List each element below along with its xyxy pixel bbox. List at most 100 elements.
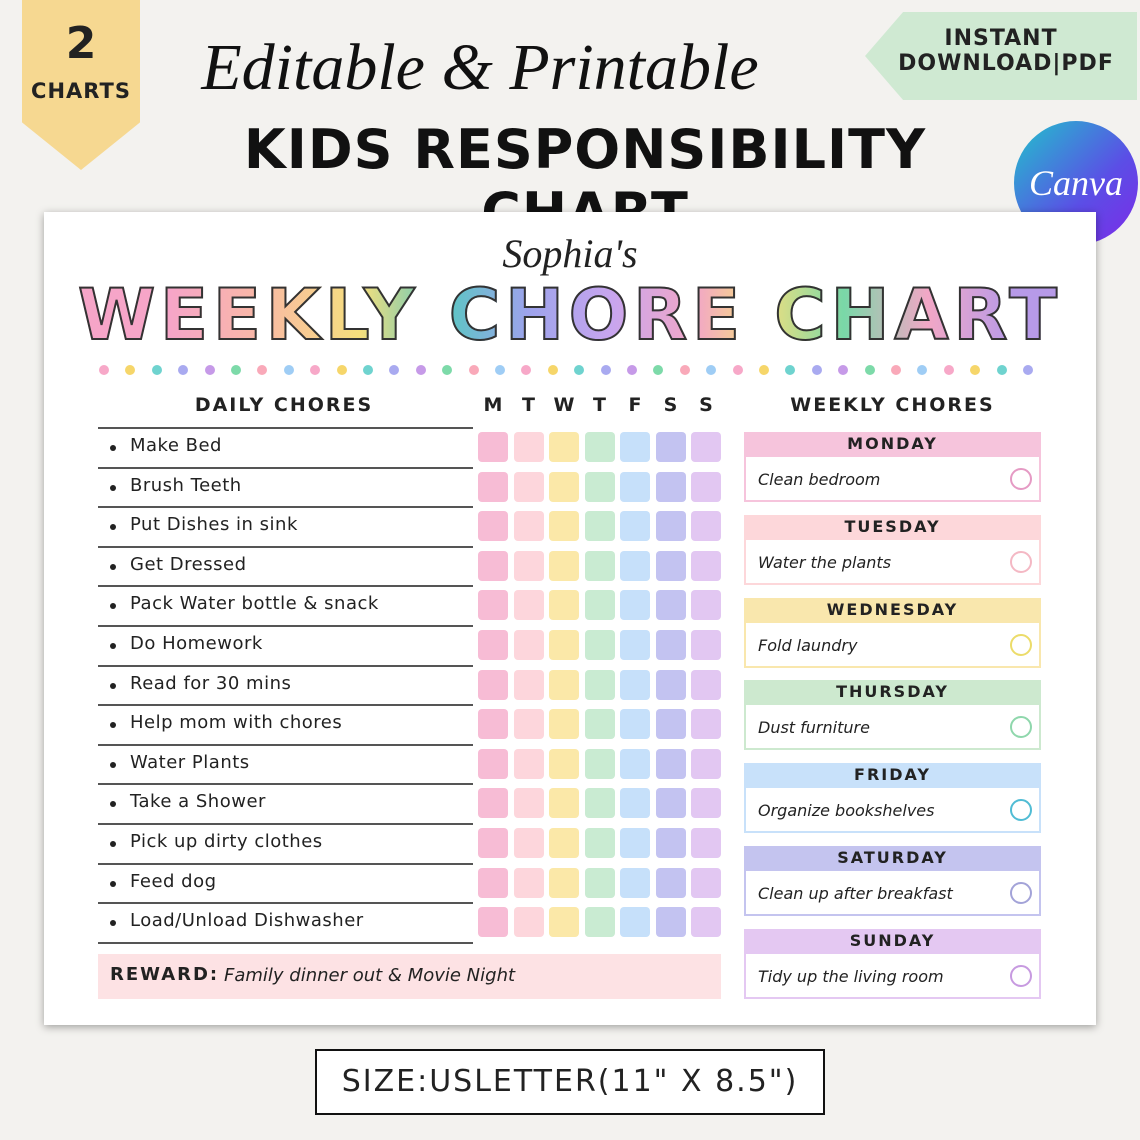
check-box	[691, 669, 721, 700]
chore-text: Put Dishes in sink	[130, 514, 298, 536]
check-box	[513, 471, 544, 502]
chore-text: Make Bed	[130, 435, 222, 456]
check-box	[549, 471, 579, 502]
check-box	[691, 432, 721, 462]
row-line	[98, 941, 473, 944]
check-box	[584, 511, 615, 542]
row-line	[98, 823, 473, 825]
check-box	[513, 550, 544, 581]
check-box	[620, 828, 650, 858]
check-box	[655, 630, 686, 660]
check-box	[691, 550, 721, 581]
check-box	[513, 511, 544, 542]
bullet	[110, 682, 116, 689]
weekday-header: FRIDAY	[744, 763, 1041, 787]
row-line	[98, 743, 473, 746]
check-box	[513, 907, 544, 938]
decor-dot	[811, 365, 822, 375]
check-box	[620, 471, 650, 502]
check-box	[478, 709, 508, 740]
check-box	[513, 748, 544, 779]
check-box	[584, 788, 615, 819]
decor-dot	[574, 365, 585, 375]
row-line	[98, 506, 473, 509]
weekday-header: THURSDAY	[744, 680, 1041, 704]
check-box	[691, 788, 721, 819]
task-check	[1010, 799, 1032, 822]
decor-dot	[442, 365, 453, 375]
badge-label: CHARTS	[31, 79, 131, 103]
decor-dot	[283, 365, 294, 375]
check-box	[584, 867, 615, 898]
check-box	[655, 748, 686, 779]
check-box	[691, 828, 721, 858]
task-box: Fold laundry	[744, 620, 1041, 668]
check-box	[655, 511, 686, 542]
check-box	[620, 511, 650, 542]
check-box	[549, 867, 579, 898]
row-line	[98, 545, 473, 548]
bullet	[110, 603, 116, 610]
reward-box: REWARD: Family dinner out & Movie Night	[98, 954, 721, 999]
row-line	[98, 427, 473, 429]
decor-dot	[151, 365, 162, 375]
weekday-header: SUNDAY	[744, 928, 1041, 952]
check-box	[620, 669, 650, 700]
bullet	[110, 643, 116, 649]
check-box	[513, 867, 544, 898]
badge: 2 CHARTS	[22, 0, 140, 170]
daily-heading: DAILY CHORES	[194, 394, 374, 416]
day-letter: T	[593, 394, 606, 416]
badge-number: 2	[65, 18, 97, 69]
tag-line: DOWNLOAD|PDF	[898, 51, 1114, 76]
check-box	[513, 630, 544, 660]
check-box	[549, 828, 579, 858]
bullet	[110, 920, 116, 927]
check-box	[584, 828, 615, 858]
bullet	[110, 761, 116, 768]
check-box	[620, 788, 650, 819]
check-box	[620, 867, 650, 898]
decor-dot	[864, 365, 875, 375]
chore-text: Read for 30 mins	[130, 672, 292, 694]
check-box	[478, 828, 508, 858]
check-box	[513, 669, 544, 700]
check-box	[513, 788, 544, 819]
check-box	[549, 432, 579, 462]
check-box	[549, 907, 579, 938]
check-box	[549, 788, 579, 819]
decor-dot	[732, 365, 743, 375]
bullet	[110, 563, 116, 570]
task-text: Dust furniture	[758, 718, 870, 738]
check-box	[584, 550, 615, 581]
row-line	[98, 783, 473, 786]
task-text: Water the plants	[758, 552, 892, 572]
row-line	[98, 902, 473, 905]
decor-dot	[521, 365, 532, 375]
check-box	[549, 630, 579, 660]
decor-dot	[389, 365, 400, 375]
task-check	[1010, 882, 1032, 904]
weekly-heading: WEEKLY CHORES	[790, 394, 995, 416]
day-letter: W	[553, 394, 575, 416]
check-box	[549, 511, 579, 542]
day-letter: T	[522, 394, 535, 416]
check-box	[478, 867, 508, 898]
chore-sheet: Sophia's WEEKLY CHORE CHART DAILY CHORES…	[44, 212, 1096, 1025]
chore-text: Load/Unload Dishwasher	[130, 910, 364, 932]
chore-text: Pick up dirty clothes	[130, 831, 323, 852]
check-box	[655, 788, 686, 819]
chore-text: Do Homework	[130, 633, 263, 654]
check-box	[620, 432, 650, 462]
check-box	[655, 590, 686, 621]
task-check	[1010, 964, 1032, 987]
check-box	[478, 432, 508, 462]
decor-dot	[943, 365, 954, 375]
decor-dot	[336, 365, 347, 375]
chore-text: Pack Water bottle & snack	[130, 593, 379, 615]
bullet	[110, 722, 116, 729]
decor-dot	[363, 365, 373, 375]
check-box	[584, 590, 615, 621]
decor-dot	[231, 365, 241, 375]
check-box	[655, 907, 686, 938]
